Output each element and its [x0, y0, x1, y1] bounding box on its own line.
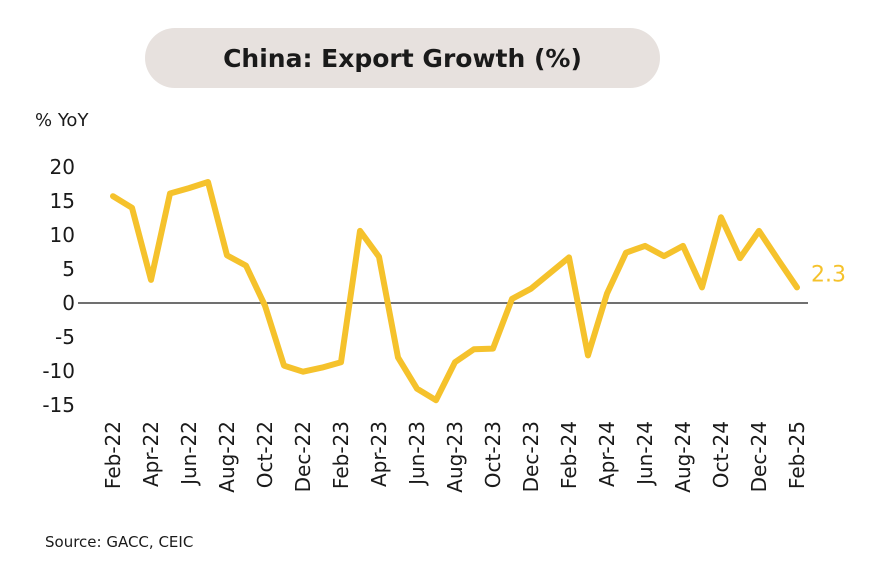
y-tick-label: 20: [50, 155, 75, 179]
data-point: [606, 292, 608, 294]
y-tick-label: -15: [42, 393, 75, 417]
x-tick-label: Jun-24: [633, 421, 657, 487]
data-point: [587, 354, 589, 356]
data-point: [492, 348, 494, 350]
data-point: [454, 361, 456, 363]
chart-title: China: Export Growth (%): [223, 43, 582, 73]
x-tick-label: Oct-24: [709, 421, 733, 488]
x-tick-label: Feb-22: [101, 421, 125, 489]
data-point: [739, 257, 741, 259]
data-point: [549, 272, 551, 274]
data-point: [663, 255, 665, 257]
data-point: [720, 216, 722, 218]
x-tick-label: Aug-23: [443, 421, 467, 493]
data-point: [188, 187, 190, 189]
source-note: Source: GACC, CEIC: [45, 533, 194, 551]
y-axis-unit-label: % YoY: [35, 110, 89, 131]
data-point: [625, 252, 627, 254]
data-point: [397, 356, 399, 358]
x-tick-label: Dec-23: [519, 421, 543, 492]
x-tick-label: Oct-22: [253, 421, 277, 488]
y-tick-label: 10: [50, 223, 75, 247]
y-axis-ticks: 20 15 10 5 0 -5 -10 -15: [42, 155, 75, 417]
x-tick-label: Dec-22: [291, 421, 315, 492]
series-points: [112, 181, 798, 401]
y-tick-label: -5: [55, 325, 75, 349]
data-point: [207, 181, 209, 183]
x-tick-label: Jun-23: [405, 421, 429, 487]
data-point: [511, 298, 513, 300]
x-tick-label: Apr-23: [367, 421, 391, 487]
data-point: [796, 286, 798, 288]
data-point: [435, 399, 437, 401]
y-tick-label: 0: [62, 291, 75, 315]
y-tick-label: 15: [50, 189, 75, 213]
data-point: [131, 207, 133, 209]
data-point: [644, 245, 646, 247]
data-point: [340, 361, 342, 363]
last-value-label: 2.3: [811, 262, 846, 287]
data-point: [568, 256, 570, 258]
data-point: [530, 288, 532, 290]
data-point: [758, 230, 760, 232]
x-tick-label: Feb-24: [557, 421, 581, 489]
data-point: [416, 388, 418, 390]
data-point: [701, 286, 703, 288]
y-tick-label: -10: [42, 359, 75, 383]
x-tick-label: Aug-24: [671, 421, 695, 493]
data-point: [359, 230, 361, 232]
data-point: [226, 254, 228, 256]
data-point: [169, 193, 171, 195]
x-tick-label: Oct-23: [481, 421, 505, 488]
data-point: [473, 348, 475, 350]
chart-title-pill: China: Export Growth (%): [145, 28, 660, 88]
x-axis-ticks: Feb-22 Apr-22 Jun-22 Aug-22 Oct-22 Dec-22 Feb-…: [101, 421, 809, 493]
x-tick-label: Feb-23: [329, 421, 353, 489]
data-point: [264, 305, 266, 307]
export-growth-line: [110, 179, 800, 404]
x-tick-label: Dec-24: [747, 421, 771, 492]
data-point: [321, 367, 323, 369]
data-point: [682, 245, 684, 247]
data-point: [283, 365, 285, 367]
data-point: [150, 279, 152, 281]
data-point: [112, 195, 114, 197]
data-point: [245, 265, 247, 267]
data-point: [302, 371, 304, 373]
x-tick-label: Apr-24: [595, 421, 619, 487]
data-point: [777, 258, 779, 260]
x-tick-label: Apr-22: [139, 421, 163, 487]
x-tick-label: Jun-22: [177, 421, 201, 487]
data-point: [378, 256, 380, 258]
x-tick-label: Feb-25: [785, 421, 809, 489]
y-tick-label: 5: [62, 257, 75, 281]
x-tick-label: Aug-22: [215, 421, 239, 493]
